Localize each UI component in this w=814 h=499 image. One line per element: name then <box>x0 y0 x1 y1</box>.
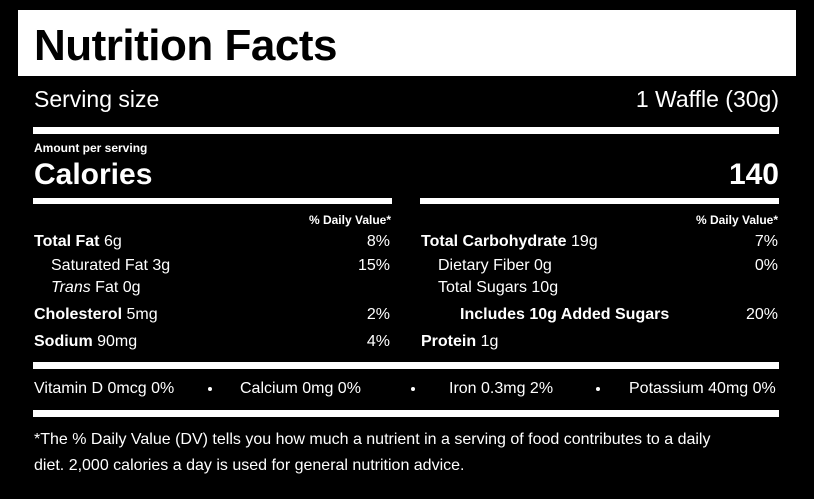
vitamin: Vitamin D 0mcg 0% <box>34 380 175 397</box>
nutrient-amount: 90mg <box>97 333 138 350</box>
nutrient-dv: 20% <box>745 306 778 323</box>
nutrient-label: Fat <box>95 279 119 296</box>
nutrient-label: Includes 10g Added Sugars <box>460 306 670 323</box>
separator <box>208 387 212 391</box>
title-band <box>18 10 796 76</box>
nutrient-amount: 0g <box>122 279 141 296</box>
nutrient-row: Cholesterol 5mg <box>34 307 158 323</box>
separator <box>596 387 600 391</box>
rule <box>33 410 779 417</box>
nutrient-row: Protein 1g <box>421 334 498 350</box>
rule <box>33 362 779 369</box>
rule <box>33 127 779 134</box>
nutrient-row: Dietary Fiber 0g <box>438 258 552 274</box>
nutrient-row: Includes 10g Added Sugars <box>460 307 669 323</box>
nutrient-dv: 15% <box>357 257 390 274</box>
nutrient-row: Total Carbohydrate 19g <box>421 234 598 250</box>
nutrient-row: Sodium 90mg <box>34 334 137 350</box>
calories-label: Calories <box>34 158 153 191</box>
vitamin: Potassium 40mg 0% <box>629 380 776 397</box>
nutrient-amount: 5mg <box>126 306 158 323</box>
serving-label: Serving size <box>34 86 160 112</box>
nutrient-label: Sodium <box>34 333 93 350</box>
vitamin: Iron 0.3mg 2% <box>449 380 554 397</box>
nutrient-amount: 6g <box>103 233 122 250</box>
nutrient-label-italic: Trans <box>51 279 91 296</box>
nutrient-amount: 1g <box>480 333 499 350</box>
nutrient-row: Saturated Fat 3g <box>51 258 170 274</box>
nutrient-dv: 4% <box>366 333 390 350</box>
nutrient-label: Saturated Fat <box>51 257 148 274</box>
nutrient-dv: 2% <box>366 306 390 323</box>
nutrient-row: Total Sugars 10g <box>438 280 558 296</box>
nutrient-amount: 10g <box>531 279 559 296</box>
nutrient-label: Protein <box>421 333 477 350</box>
nutrient-row: Total Fat 6g <box>34 234 122 250</box>
amount-per-serving: Amount per serving <box>34 141 148 155</box>
dv-header: % Daily Value* <box>308 213 391 227</box>
serving-value: 1 Waffle (30g) <box>635 86 779 112</box>
nutrient-label: Total Carbohydrate <box>421 233 567 250</box>
nutrient-row: Trans Fat 0g <box>51 280 141 296</box>
nutrient-amount: 0g <box>534 257 552 274</box>
nutrient-label: Dietary Fiber <box>438 257 530 274</box>
separator <box>411 387 415 391</box>
nutrient-label: Cholesterol <box>34 306 123 323</box>
rule <box>420 198 779 204</box>
footnote-line: diet. 2,000 calories a day is used for g… <box>34 457 465 474</box>
nutrient-dv: 0% <box>754 257 778 274</box>
rule <box>33 198 392 204</box>
dv-header: % Daily Value* <box>695 213 778 227</box>
nutrient-amount: 3g <box>152 257 171 274</box>
footnote-line: *The % Daily Value (DV) tells you how mu… <box>34 431 711 448</box>
nutrient-label: Total Sugars <box>438 279 527 296</box>
nutrient-amount: 19g <box>570 233 598 250</box>
nutrient-label: Total Fat <box>34 233 100 250</box>
nutrient-dv: 7% <box>754 233 778 250</box>
title: Nutrition Facts <box>34 21 337 70</box>
vitamin: Calcium 0mg 0% <box>240 380 361 397</box>
calories-value: 140 <box>728 158 779 191</box>
nutrient-dv: 8% <box>366 233 390 250</box>
